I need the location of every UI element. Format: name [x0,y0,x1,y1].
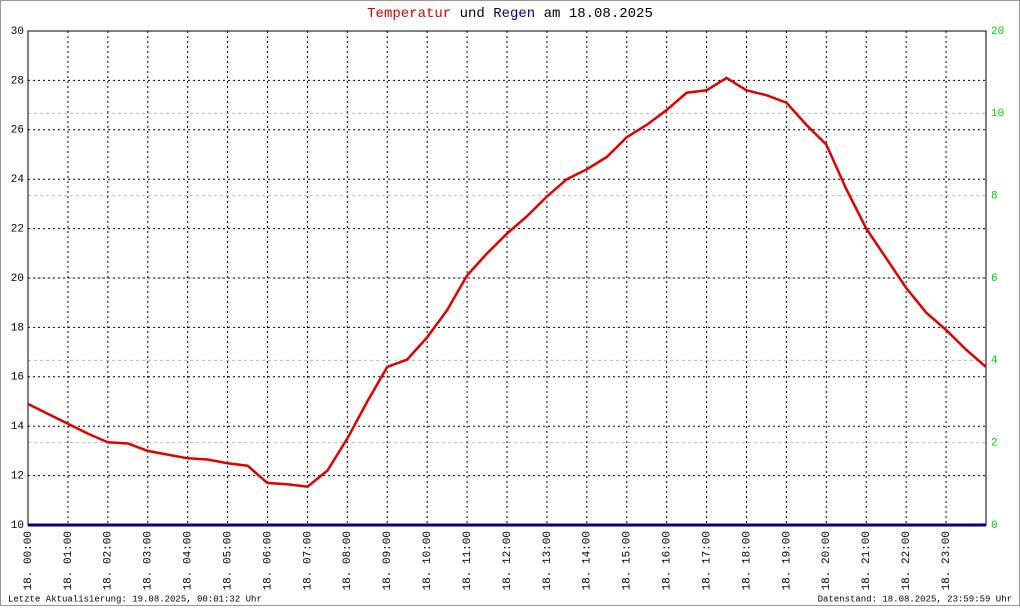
y2-tick-label: 6 [991,273,998,285]
y-tick-label: 16 [11,372,24,384]
x-tick-label: 18. 21:00 [861,531,873,590]
x-tick-label: 18. 20:00 [821,531,833,590]
x-tick-label: 18. 13:00 [542,531,554,590]
y2-tick-label: 0 [991,520,998,532]
x-tick-label: 18. 19:00 [781,531,793,590]
x-tick-label: 18. 01:00 [63,531,75,590]
x-tick-label: 18. 08:00 [342,531,354,590]
x-tick-label: 18. 14:00 [582,531,594,590]
y-tick-label: 22 [11,224,24,236]
y2-tick-label: 4 [991,355,998,367]
y-tick-label: 18 [11,322,24,334]
y2-tick-label: 10 [991,108,1004,120]
y2-tick-label: 8 [991,191,998,203]
title-part: Regen [493,6,535,22]
title-part: und [460,6,485,22]
x-tick-label: 18. 15:00 [622,531,634,590]
x-tick-label: 18. 03:00 [143,531,155,590]
y-tick-label: 26 [11,125,24,137]
y-tick-label: 28 [11,75,24,87]
x-tick-label: 18. 17:00 [701,531,713,590]
title-part: am 18.08.2025 [544,6,653,22]
y-tick-label: 10 [11,520,24,532]
y-tick-label: 14 [11,421,25,433]
x-tick-label: 18. 12:00 [502,531,514,590]
chart-title: Temperatur und Regen am 18.08.2025 [367,6,653,22]
y-tick-label: 24 [11,174,25,186]
x-tick-label: 18. 07:00 [302,531,314,590]
x-tick-label: 18. 06:00 [262,531,274,590]
x-tick-label: 18. 18:00 [741,531,753,590]
x-tick-label: 18. 04:00 [183,531,195,590]
x-tick-label: 18. 10:00 [422,531,434,590]
footer-left: Letzte Aktualisierung: 19.08.2025, 00:01… [8,594,262,604]
x-tick-label: 18. 16:00 [662,531,674,590]
title-part: Temperatur [367,6,451,22]
x-tick-label: 18. 23:00 [941,531,953,590]
y-tick-label: 30 [11,26,24,38]
line-0 [27,76,987,489]
footer-right: Datenstand: 18.08.2025, 23:59:59 Uhr [818,594,1012,604]
x-tick-label: 18. 02:00 [103,531,115,590]
x-tick-label: 18. 11:00 [462,531,474,590]
x-tick-label: 18. 00:00 [23,531,35,590]
x-tick-label: 18. 05:00 [222,531,234,590]
y-tick-label: 12 [11,471,24,483]
y2-tick-label: 20 [991,26,1004,38]
y-tick-label: 20 [11,273,24,285]
x-tick-label: 18. 09:00 [382,531,394,590]
x-tick-label: 18. 22:00 [901,531,913,590]
y2-tick-label: 2 [991,438,998,450]
